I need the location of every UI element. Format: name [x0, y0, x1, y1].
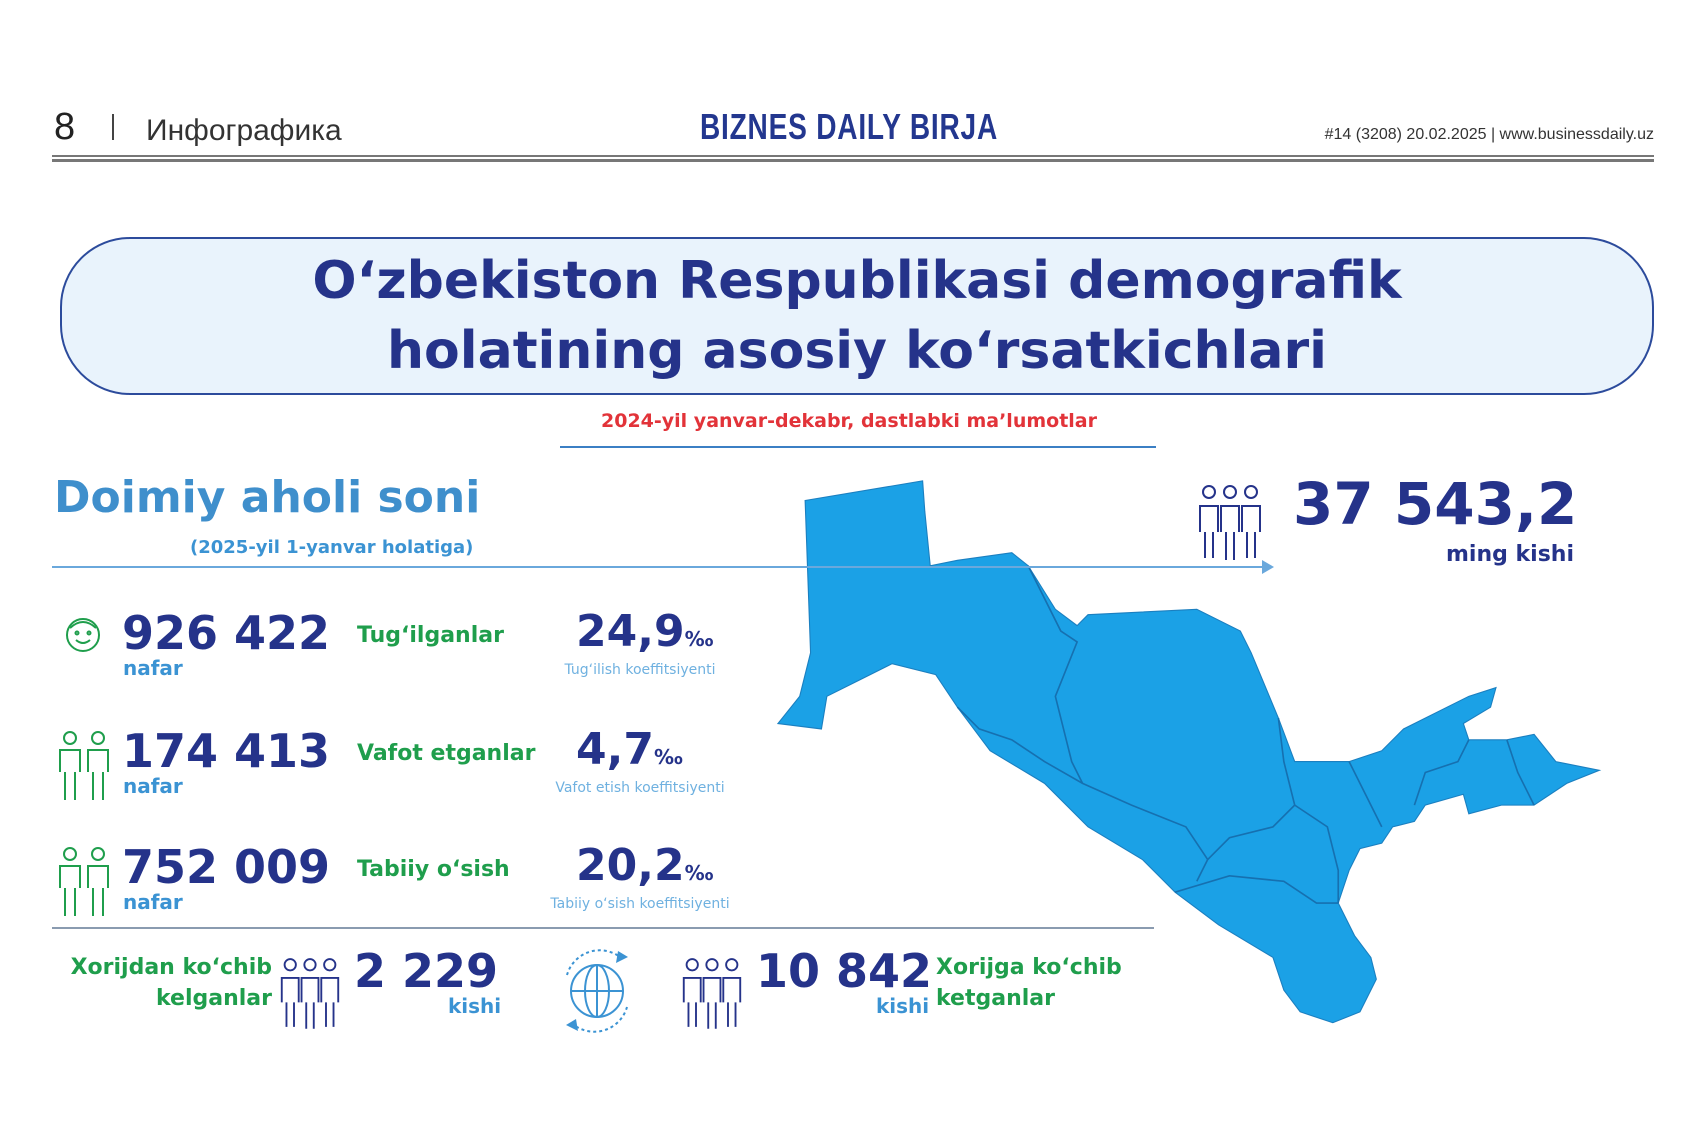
header-rule	[52, 159, 1654, 162]
two-people-icon	[59, 731, 109, 800]
population-arrow-line	[52, 566, 1267, 568]
immigrants-label-line1: Xorijdan ko‘chib	[70, 955, 272, 980]
immigrants-label: Xorijdan ko‘chib kelganlar	[66, 952, 272, 1014]
emigrants-value: 10 842	[756, 944, 933, 998]
subtitle: 2024-yil yanvar-dekabr, dastlabki ma’lum…	[601, 410, 1097, 432]
indicator-unit: nafar	[123, 774, 183, 798]
coefficient-label: Vafot etish koeffitsiyenti	[555, 780, 725, 796]
indicator-label: Tabiiy o‘sish	[357, 857, 510, 882]
subtitle-underline	[560, 446, 1156, 448]
baby-face-icon	[66, 618, 100, 652]
header-divider	[112, 114, 114, 140]
people-group-icon	[1199, 485, 1261, 560]
coefficient-value: 24,9‰	[576, 606, 713, 657]
two-people-icon	[59, 847, 109, 916]
permille-sign: ‰	[684, 627, 714, 651]
globe-exchange-icon	[566, 949, 628, 1033]
emigrants-unit: kishi	[876, 994, 930, 1018]
emigrants-label: Xorijga ko‘chib ketganlar	[936, 952, 1122, 1014]
indicator-unit: nafar	[123, 890, 183, 914]
title-box: O‘zbekiston Respublikasi demografik hola…	[60, 237, 1654, 395]
coefficient-number: 4,7	[576, 724, 654, 775]
indicator-label: Tug‘ilganlar	[357, 623, 504, 648]
coefficient-label: Tug‘ilish koeffitsiyenti	[564, 662, 716, 678]
population-heading: Doimiy aholi soni	[54, 472, 481, 523]
arrow-head-icon	[1262, 560, 1274, 574]
coefficient-label: Tabiiy o‘sish koeffitsiyenti	[550, 896, 730, 912]
permille-sign: ‰	[684, 861, 714, 885]
header-rule	[52, 155, 1654, 157]
indicator-unit: nafar	[123, 656, 183, 680]
immigrants-value: 2 229	[354, 944, 499, 998]
coefficient-value: 20,2‰	[576, 840, 713, 891]
region-borders	[956, 565, 1535, 904]
people-group-icon	[280, 958, 340, 1029]
emigrants-label-line1: Xorijga ko‘chib	[936, 955, 1122, 980]
coefficient-number: 20,2	[576, 840, 685, 891]
aral-sea	[930, 495, 953, 550]
permille-sign: ‰	[653, 745, 683, 769]
population-subheading: (2025-yil 1-yanvar holatiga)	[190, 537, 474, 558]
section-divider	[52, 927, 1154, 929]
coefficient-value: 4,7‰	[576, 724, 683, 775]
indicator-value: 174 413	[122, 724, 331, 778]
immigrants-label-line2: kelganlar	[156, 986, 272, 1011]
indicator-value: 926 422	[122, 606, 331, 660]
section-name: Инфографика	[146, 114, 342, 147]
immigrants-unit: kishi	[448, 994, 502, 1018]
indicator-value: 752 009	[122, 840, 331, 894]
coefficient-number: 24,9	[576, 606, 685, 657]
page-number: 8	[54, 106, 76, 148]
brand-logo: BIZNES DAILY BIRJA	[699, 106, 999, 147]
map-country-shape	[776, 480, 1602, 1024]
population-unit: ming kishi	[1445, 542, 1574, 567]
indicator-label: Vafot etganlar	[357, 741, 536, 766]
title-line-2: holatining asosiy ko‘rsatkichlari	[387, 321, 1327, 381]
population-value: 37 543,2	[1293, 470, 1578, 538]
people-group-icon	[682, 958, 742, 1029]
emigrants-label-line2: ketganlar	[936, 986, 1055, 1011]
issue-info: #14 (3208) 20.02.2025 | www.businessdail…	[1324, 126, 1654, 143]
title-line-1: O‘zbekiston Respublikasi demografik	[312, 251, 1402, 311]
